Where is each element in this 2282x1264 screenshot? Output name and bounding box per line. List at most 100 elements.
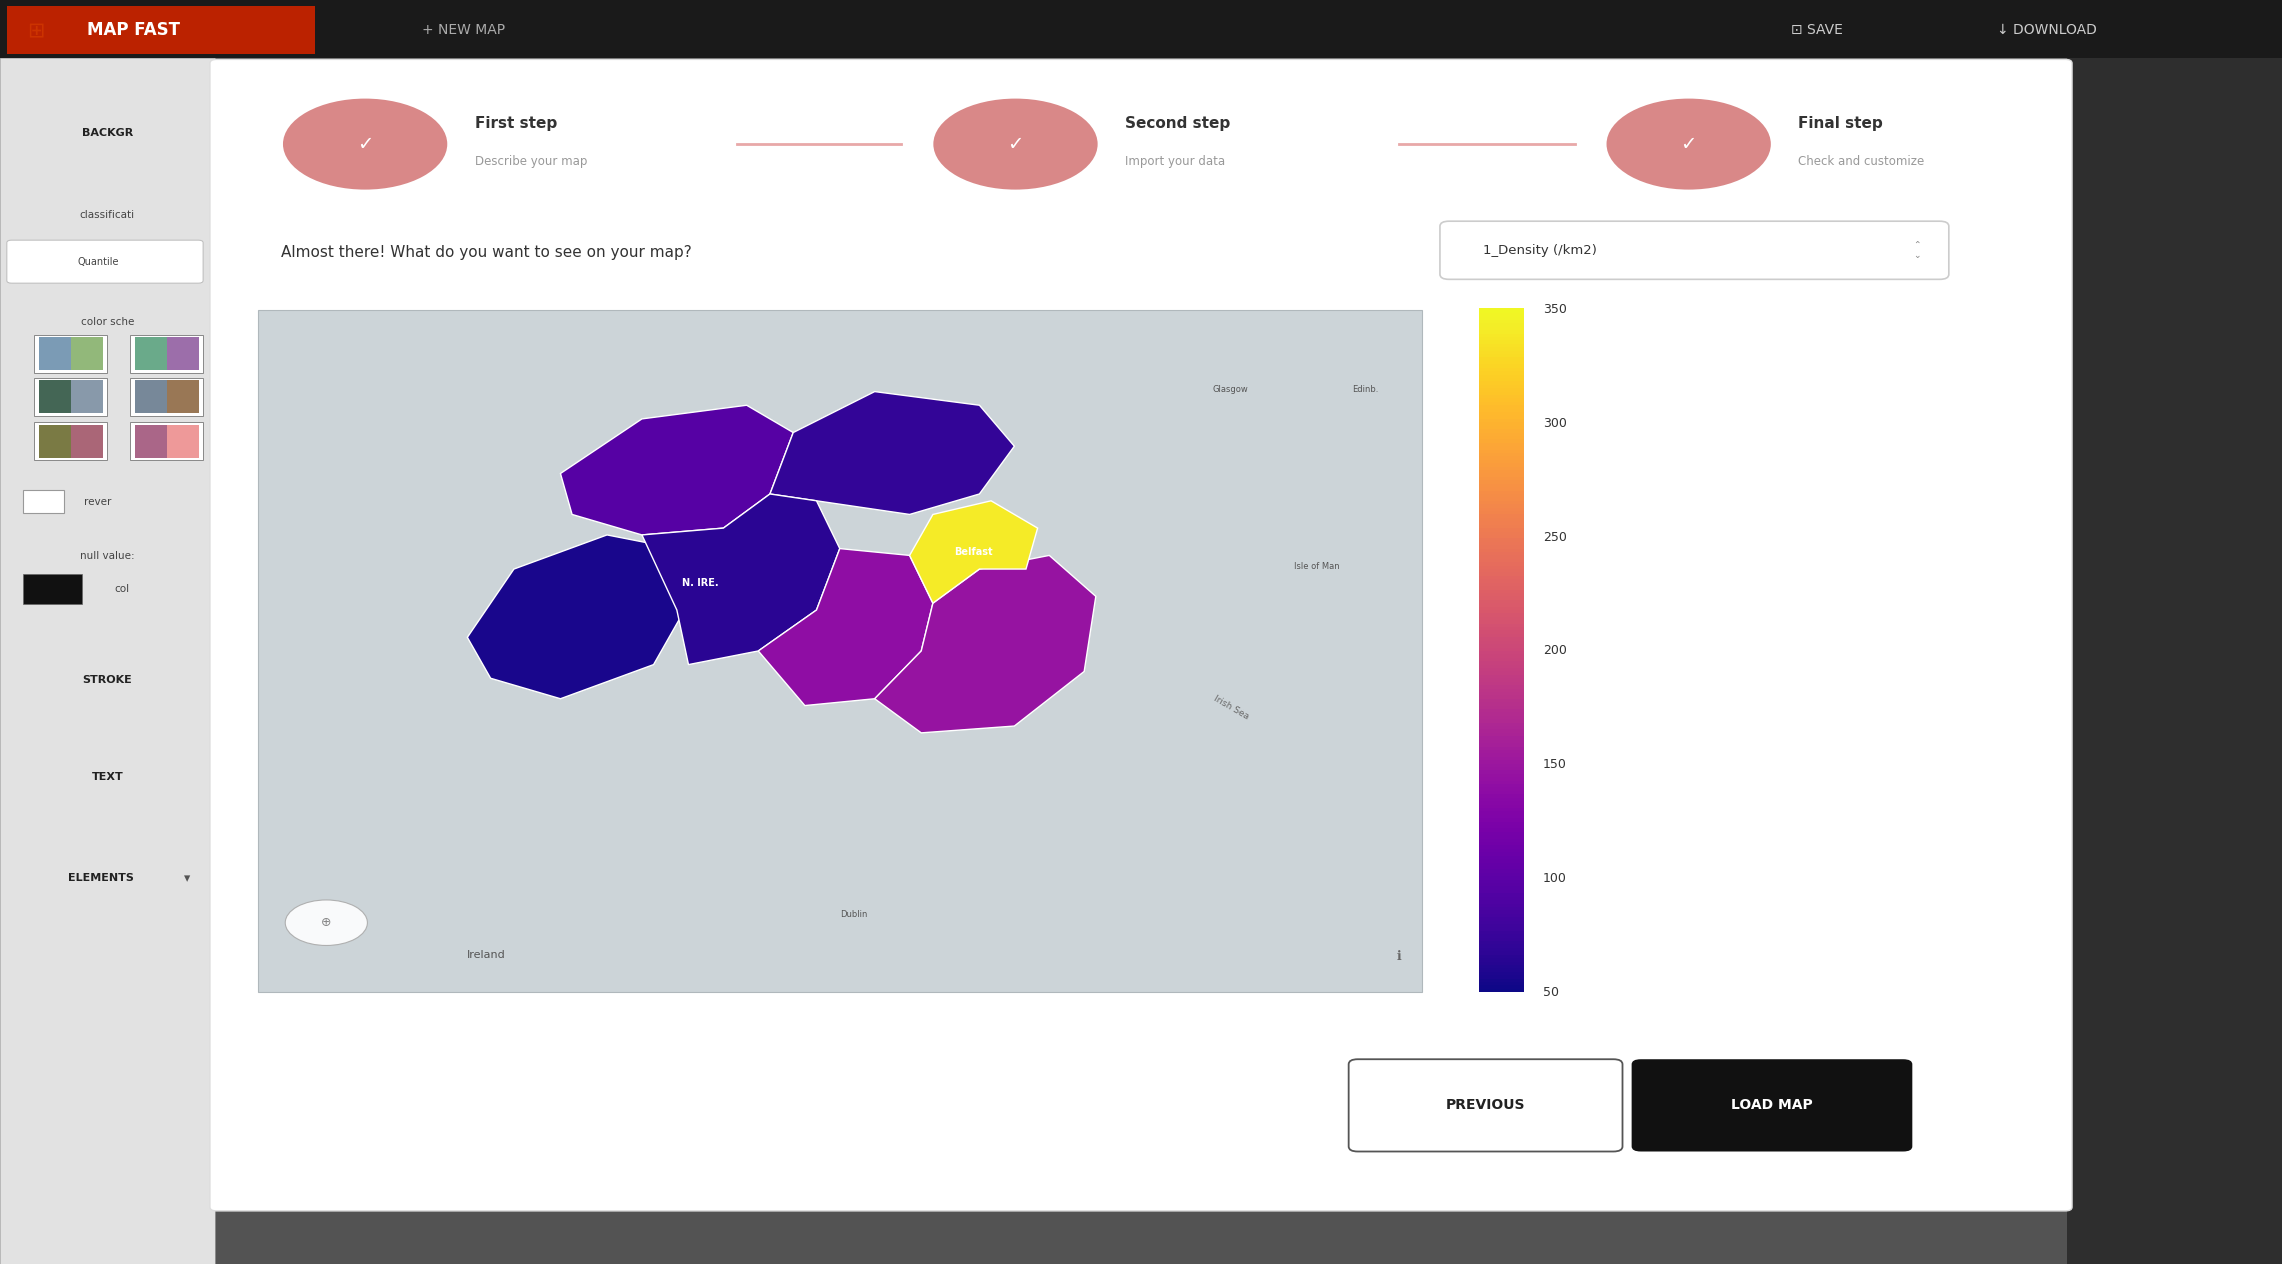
FancyBboxPatch shape (1479, 708, 1524, 713)
FancyBboxPatch shape (1479, 848, 1524, 852)
FancyBboxPatch shape (1479, 736, 1524, 739)
Text: BACKGR: BACKGR (82, 128, 132, 138)
FancyBboxPatch shape (7, 6, 315, 54)
FancyBboxPatch shape (1479, 824, 1524, 828)
FancyBboxPatch shape (1479, 810, 1524, 815)
FancyBboxPatch shape (258, 310, 1422, 992)
FancyBboxPatch shape (1479, 902, 1524, 908)
FancyBboxPatch shape (1479, 411, 1524, 416)
FancyBboxPatch shape (1479, 373, 1524, 378)
FancyBboxPatch shape (1479, 461, 1524, 466)
Text: MAP FAST: MAP FAST (87, 21, 180, 39)
Text: null value:: null value: (80, 551, 135, 561)
Text: Dublin: Dublin (840, 910, 867, 919)
FancyBboxPatch shape (1479, 435, 1524, 440)
Polygon shape (758, 549, 933, 705)
FancyBboxPatch shape (1479, 776, 1524, 781)
FancyBboxPatch shape (1479, 947, 1524, 952)
FancyBboxPatch shape (1479, 626, 1524, 631)
FancyBboxPatch shape (1479, 537, 1524, 542)
FancyBboxPatch shape (1479, 359, 1524, 364)
FancyBboxPatch shape (1479, 793, 1524, 798)
FancyBboxPatch shape (1479, 499, 1524, 504)
Text: STROKE: STROKE (82, 675, 132, 685)
FancyBboxPatch shape (1479, 844, 1524, 849)
Polygon shape (468, 535, 689, 699)
FancyBboxPatch shape (1479, 609, 1524, 613)
FancyBboxPatch shape (1479, 421, 1524, 426)
FancyBboxPatch shape (1479, 905, 1524, 910)
FancyBboxPatch shape (1479, 407, 1524, 412)
FancyBboxPatch shape (215, 58, 2067, 1264)
FancyBboxPatch shape (1479, 929, 1524, 934)
Polygon shape (874, 555, 1095, 733)
FancyBboxPatch shape (1479, 762, 1524, 767)
Text: ⊡ SAVE: ⊡ SAVE (1791, 23, 1844, 38)
Text: 200: 200 (1543, 645, 1565, 657)
FancyBboxPatch shape (1479, 636, 1524, 641)
FancyBboxPatch shape (1479, 363, 1524, 368)
Text: LOAD MAP: LOAD MAP (1732, 1098, 1812, 1112)
FancyBboxPatch shape (1479, 602, 1524, 607)
FancyBboxPatch shape (1479, 483, 1524, 487)
FancyBboxPatch shape (1479, 660, 1524, 665)
Text: 250: 250 (1543, 531, 1565, 544)
FancyBboxPatch shape (1479, 489, 1524, 494)
FancyBboxPatch shape (1479, 441, 1524, 446)
FancyBboxPatch shape (1479, 653, 1524, 657)
FancyBboxPatch shape (1479, 758, 1524, 763)
FancyBboxPatch shape (210, 59, 2072, 1211)
FancyBboxPatch shape (1479, 598, 1524, 603)
FancyBboxPatch shape (135, 337, 167, 370)
FancyBboxPatch shape (1479, 827, 1524, 832)
Text: ⌃
⌄: ⌃ ⌄ (1912, 240, 1921, 260)
FancyBboxPatch shape (1479, 612, 1524, 617)
FancyBboxPatch shape (1440, 221, 1949, 279)
FancyBboxPatch shape (1479, 861, 1524, 866)
Circle shape (283, 99, 447, 190)
Text: + NEW MAP: + NEW MAP (422, 23, 504, 38)
FancyBboxPatch shape (1479, 724, 1524, 729)
FancyBboxPatch shape (1479, 473, 1524, 477)
Text: 300: 300 (1543, 417, 1565, 430)
Text: Edinb.: Edinb. (1351, 384, 1378, 393)
Text: ✓: ✓ (1006, 134, 1025, 154)
FancyBboxPatch shape (1479, 575, 1524, 579)
FancyBboxPatch shape (1479, 865, 1524, 870)
FancyBboxPatch shape (1479, 817, 1524, 822)
FancyBboxPatch shape (1479, 493, 1524, 497)
FancyBboxPatch shape (1479, 700, 1524, 705)
Text: 100: 100 (1543, 872, 1565, 885)
FancyBboxPatch shape (1479, 722, 1524, 726)
FancyBboxPatch shape (1479, 678, 1524, 681)
FancyBboxPatch shape (1479, 346, 1524, 350)
FancyBboxPatch shape (34, 378, 107, 416)
FancyBboxPatch shape (1479, 533, 1524, 538)
FancyBboxPatch shape (1479, 640, 1524, 645)
FancyBboxPatch shape (1479, 370, 1524, 374)
FancyBboxPatch shape (1479, 495, 1524, 501)
FancyBboxPatch shape (34, 422, 107, 460)
FancyBboxPatch shape (1479, 523, 1524, 528)
FancyBboxPatch shape (1479, 520, 1524, 525)
FancyBboxPatch shape (1479, 646, 1524, 651)
FancyBboxPatch shape (71, 425, 103, 458)
FancyBboxPatch shape (1479, 899, 1524, 904)
FancyBboxPatch shape (1479, 882, 1524, 886)
Circle shape (285, 900, 367, 945)
FancyBboxPatch shape (1479, 664, 1524, 667)
FancyBboxPatch shape (1479, 650, 1524, 655)
FancyBboxPatch shape (1479, 875, 1524, 880)
FancyBboxPatch shape (1479, 322, 1524, 327)
FancyBboxPatch shape (1479, 796, 1524, 801)
FancyBboxPatch shape (1479, 616, 1524, 621)
FancyBboxPatch shape (1479, 892, 1524, 896)
FancyBboxPatch shape (1479, 814, 1524, 818)
FancyBboxPatch shape (1479, 953, 1524, 958)
FancyBboxPatch shape (1479, 554, 1524, 559)
Circle shape (1607, 99, 1771, 190)
FancyBboxPatch shape (1632, 1059, 1912, 1152)
Text: ELEMENTS: ELEMENTS (68, 873, 135, 884)
FancyBboxPatch shape (1479, 728, 1524, 733)
FancyBboxPatch shape (1479, 530, 1524, 535)
